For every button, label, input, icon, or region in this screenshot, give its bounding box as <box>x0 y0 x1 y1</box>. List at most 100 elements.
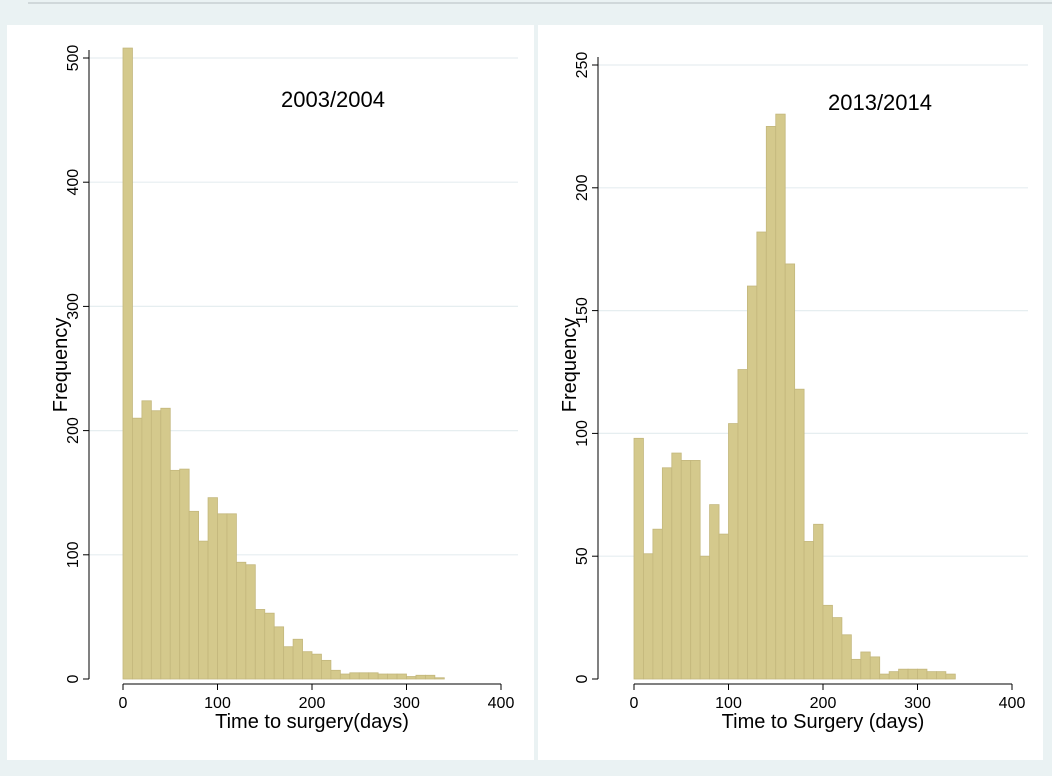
histogram-bar <box>747 285 758 680</box>
histogram-bar <box>879 673 890 680</box>
histogram-bar <box>217 513 228 680</box>
x-tick-label: 100 <box>204 695 231 712</box>
y-tick-label: 500 <box>65 45 82 72</box>
histogram-bar <box>207 497 218 680</box>
histogram-bar <box>169 469 181 680</box>
histogram-bar <box>869 656 881 680</box>
histogram-bar <box>907 668 918 680</box>
y-tick-label: 0 <box>574 674 591 683</box>
histogram-bar <box>832 617 843 680</box>
histogram-bar <box>198 540 209 680</box>
histogram-bar <box>254 609 266 680</box>
y-axis-title: Frequency <box>50 318 72 413</box>
histogram-bar <box>652 528 663 680</box>
histogram-bar <box>141 400 152 680</box>
histogram-bar <box>737 369 748 680</box>
histogram-bar <box>358 672 370 680</box>
histogram-bar <box>643 553 654 680</box>
histogram-bar <box>756 231 767 680</box>
histogram-bar <box>718 533 729 680</box>
histogram-bar <box>888 671 900 680</box>
histogram-bar <box>424 674 436 680</box>
histogram-bar <box>434 677 445 680</box>
histogram-bar <box>387 673 398 680</box>
histogram-bar <box>311 653 322 680</box>
x-tick-label: 300 <box>904 695 931 712</box>
chart-annotation: 2013/2014 <box>828 90 932 115</box>
histogram-bar <box>633 437 644 680</box>
x-tick-label: 0 <box>119 695 128 712</box>
x-axis-title: Time to Surgery (days) <box>722 711 925 733</box>
histogram-bar <box>794 388 805 680</box>
histogram-bar <box>917 668 928 680</box>
histogram-bar <box>415 674 426 680</box>
histogram-bar <box>377 673 388 680</box>
histogram-bar <box>339 673 351 680</box>
histogram-bar <box>302 651 313 680</box>
x-tick-label: 200 <box>810 695 837 712</box>
histogram-bar <box>936 671 947 680</box>
histogram-bar <box>321 659 332 680</box>
histogram-bar <box>406 676 417 680</box>
histogram-bar <box>841 634 852 680</box>
y-tick-label: 50 <box>574 547 591 565</box>
histogram-bar <box>661 467 673 680</box>
x-tick-label: 300 <box>393 695 420 712</box>
y-tick-label: 300 <box>65 293 82 320</box>
y-tick-label: 150 <box>574 297 591 324</box>
histogram-bar <box>945 673 956 680</box>
y-tick-label: 200 <box>574 174 591 201</box>
histogram-bar <box>226 513 237 680</box>
x-tick-label: 0 <box>630 695 639 712</box>
histogram-bar <box>273 626 285 680</box>
histogram-bar <box>292 638 303 680</box>
histogram-bar <box>680 460 692 680</box>
histogram-bar <box>330 669 341 680</box>
chart-panel-1: 0 100 200 300 400 500 0 100 200 300 400 Time to sur… <box>50 45 518 733</box>
histogram-bar <box>860 651 871 680</box>
histogram-bar <box>671 452 682 680</box>
histogram-bar <box>813 523 824 680</box>
histogram-bar <box>396 673 407 680</box>
histogram-bar <box>245 564 256 680</box>
histogram-bar <box>264 612 275 680</box>
x-axis-title: Time to surgery(days) <box>215 711 409 733</box>
histogram-bar <box>926 671 937 680</box>
histogram-bar <box>368 672 379 680</box>
histogram-bar <box>122 47 133 680</box>
histogram-bar <box>349 672 360 680</box>
histogram-bar <box>709 504 720 680</box>
x-tick-label: 400 <box>999 695 1026 712</box>
histogram-bar <box>690 460 701 680</box>
histogram-bar <box>803 541 814 680</box>
histogram-bar <box>132 417 143 680</box>
y-tick-label: 100 <box>574 420 591 447</box>
y-tick-label: 400 <box>65 169 82 196</box>
histogram-bar <box>188 510 199 680</box>
chart-annotation: 2003/2004 <box>281 87 385 112</box>
y-tick-label: 200 <box>65 417 82 444</box>
histogram-bar <box>850 658 862 680</box>
histogram-bar <box>784 263 796 680</box>
histogram-bar <box>160 407 171 680</box>
histogram-bar <box>898 668 909 680</box>
histogram-bar <box>179 468 190 680</box>
histogram-bar <box>699 555 711 680</box>
histogram-bar <box>822 604 833 680</box>
histogram-bar <box>728 423 739 680</box>
x-tick-label: 400 <box>488 695 515 712</box>
histogram-bar <box>235 561 247 680</box>
y-tick-label: 250 <box>574 52 591 79</box>
y-tick-label: 100 <box>65 541 82 568</box>
histogram-bar <box>150 410 162 680</box>
histogram-bar <box>283 646 294 680</box>
histogram-bar <box>775 113 786 680</box>
y-tick-label: 0 <box>65 674 82 683</box>
x-tick-label: 100 <box>715 695 742 712</box>
histogram-bar <box>765 126 777 680</box>
x-tick-label: 200 <box>299 695 326 712</box>
y-axis-title: Frequency <box>559 318 581 413</box>
chart-panel-2: 0 50 100 150 200 250 0 100 200 300 400 Time to Surg… <box>559 52 1028 733</box>
